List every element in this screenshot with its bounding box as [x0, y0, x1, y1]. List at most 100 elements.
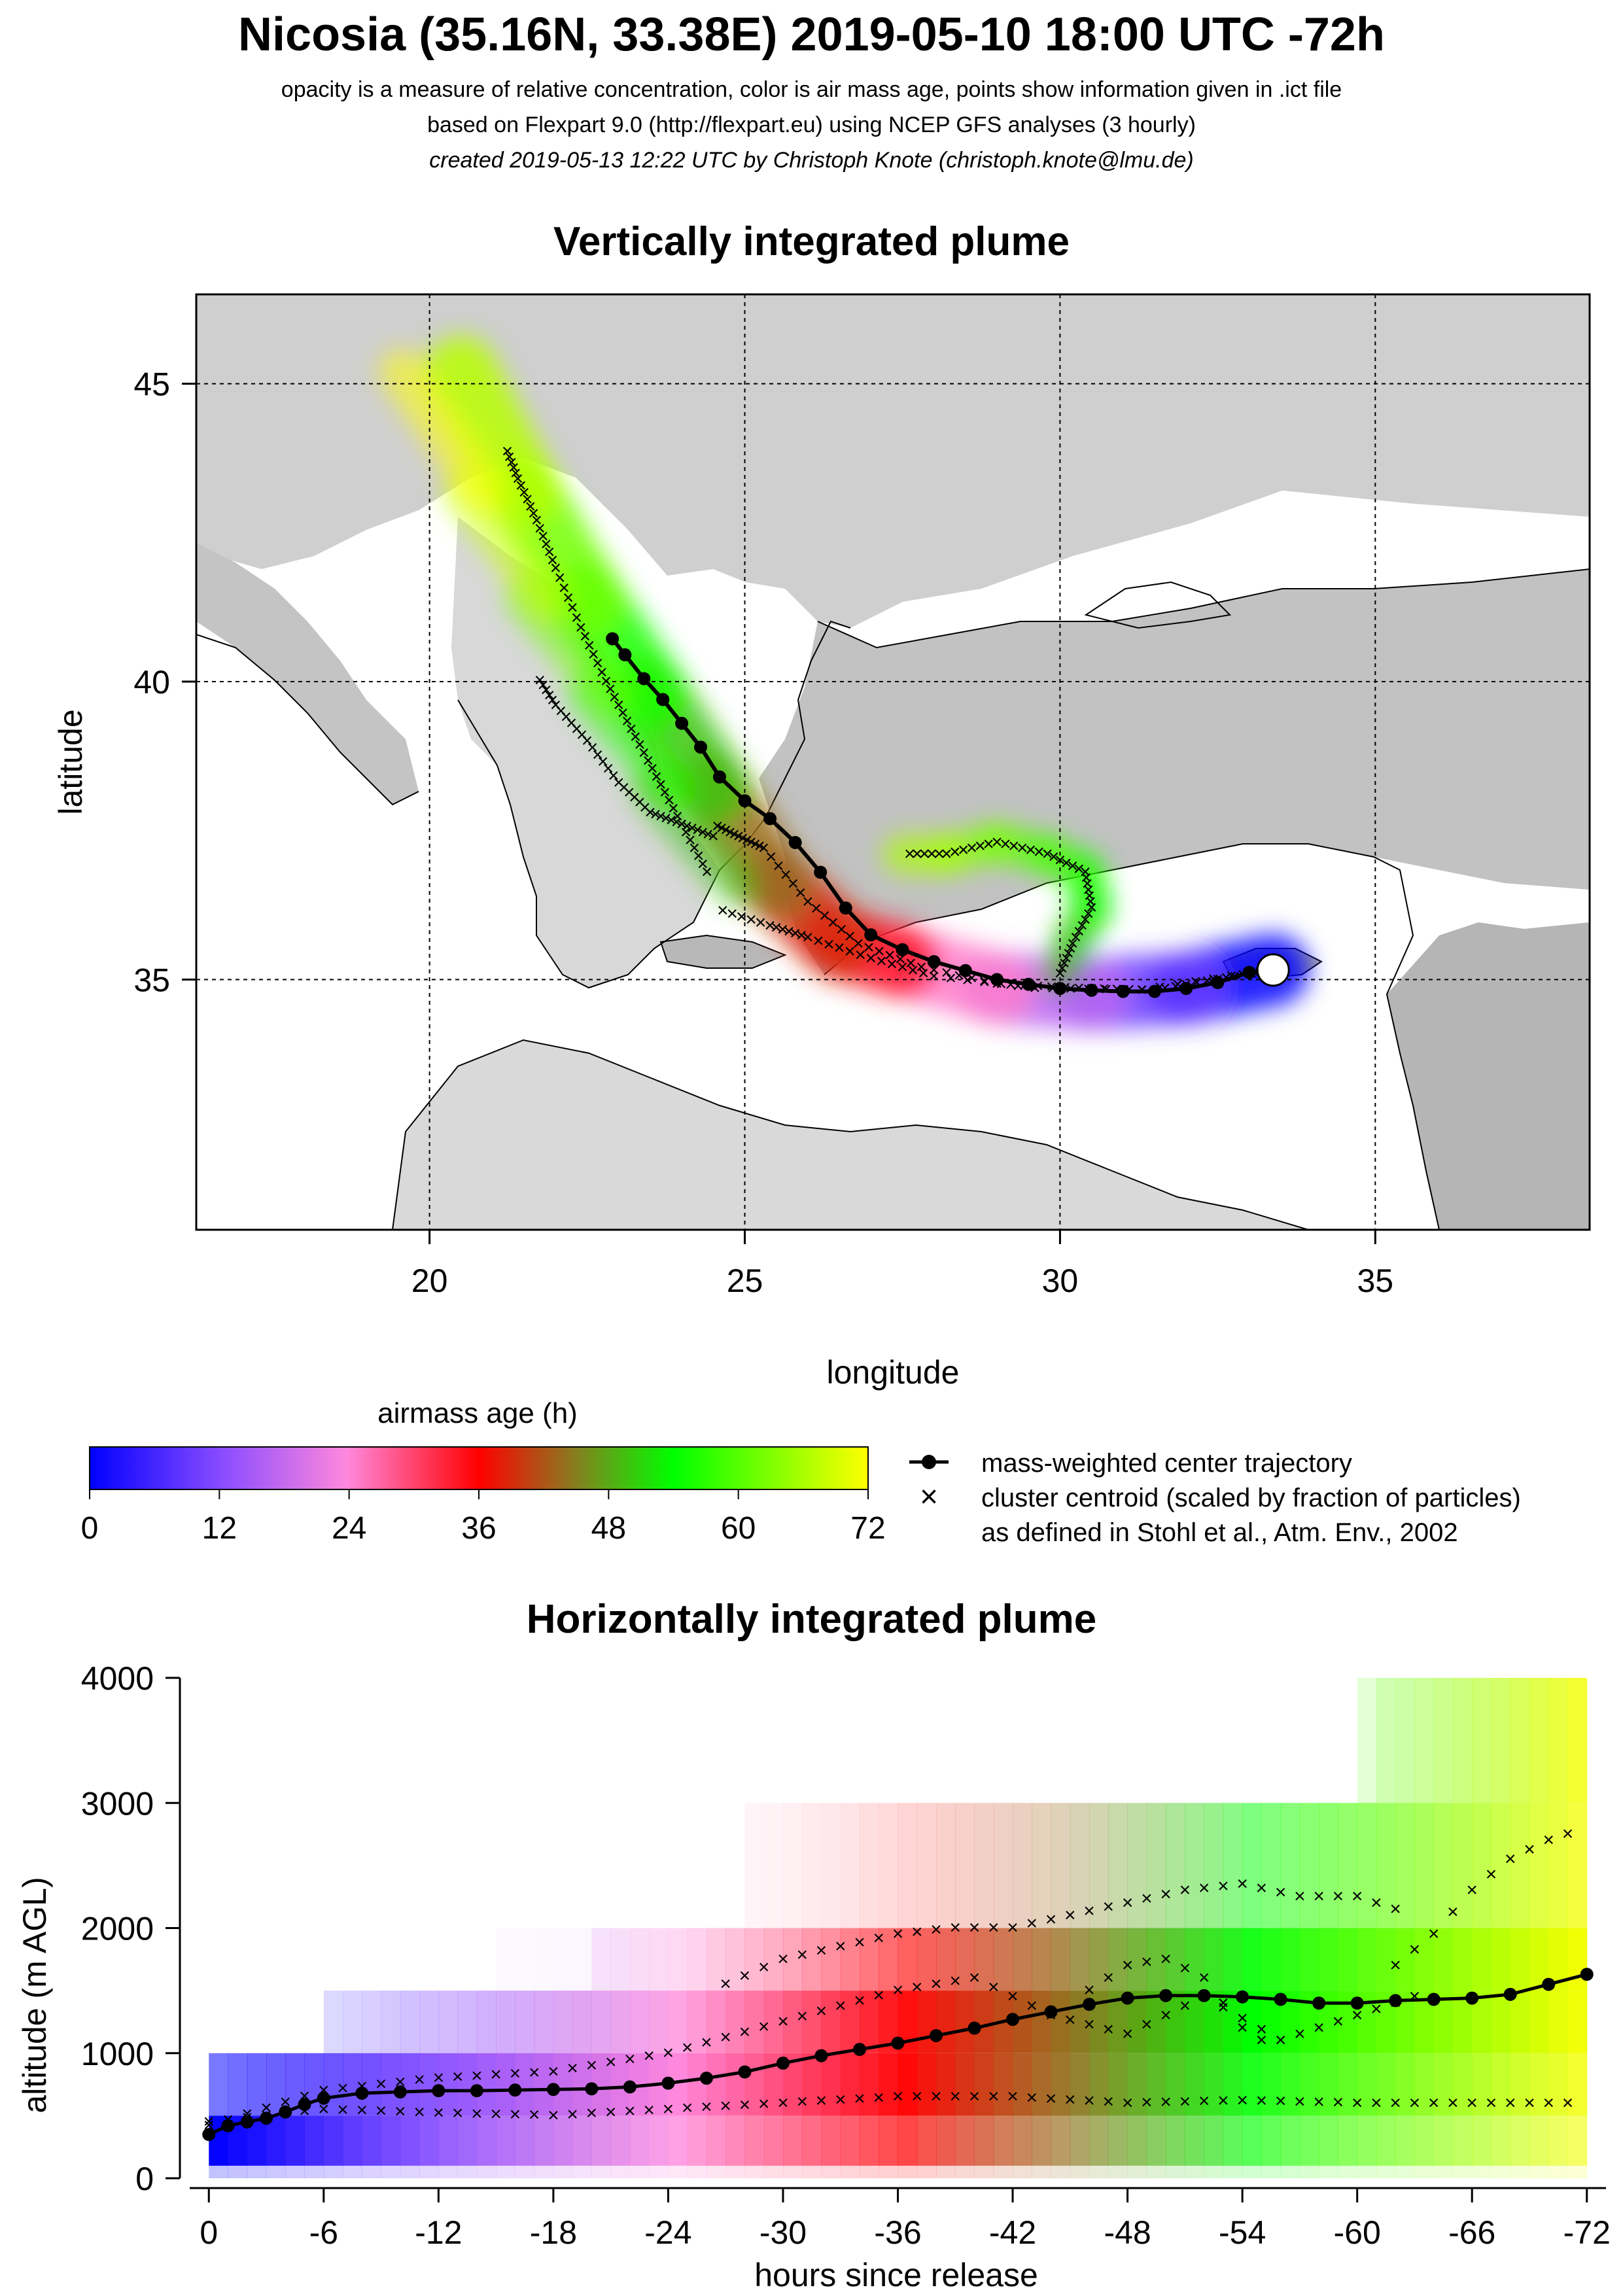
profile-cell — [649, 2165, 669, 2178]
profile-centroid-mark: × — [873, 2087, 884, 2108]
profile-centroid-mark: × — [357, 2100, 368, 2121]
profile-cell — [1051, 2115, 1071, 2166]
legend: airmass age (h) 0 12 24 36 48 60 72 × mass-wei… — [81, 1397, 1521, 1547]
profile-cell — [1376, 1678, 1396, 1803]
profile-cell — [782, 1928, 803, 1991]
profile-cell — [438, 1991, 459, 2053]
profile-centroid-mark: × — [1524, 1839, 1535, 1860]
profile-cell — [1433, 2165, 1454, 2178]
cluster-centroid-mark: × — [758, 837, 770, 859]
cluster-centroid-mark: × — [1055, 849, 1066, 871]
profile-centroid-mark: × — [892, 1979, 904, 2001]
profile-cell — [763, 1803, 784, 1928]
profile-cell — [706, 1991, 726, 2053]
profile-centroid-mark: × — [548, 2104, 559, 2126]
profile-cell — [687, 2053, 707, 2116]
cluster-centroid-mark: × — [1067, 855, 1079, 877]
profile-cell — [1261, 1803, 1282, 1928]
cluster-centroid-mark: × — [720, 820, 732, 841]
profile-cell — [974, 1803, 994, 1928]
profile-cell — [802, 1991, 822, 2053]
profile-cell — [763, 1991, 784, 2053]
profile-cell — [1223, 1803, 1243, 1928]
profile-ylabel: altitude (m AGL) — [16, 1877, 53, 2113]
profile-cell — [476, 2115, 497, 2166]
cluster-centroid-mark: × — [1056, 958, 1068, 979]
cluster-centroid-mark: × — [1012, 975, 1024, 997]
profile-cell — [1223, 1928, 1243, 1991]
trajectory-point — [896, 943, 909, 956]
cluster-centroid-mark: × — [502, 441, 514, 462]
profile-centroid-mark: × — [1179, 2091, 1191, 2112]
cluster-centroid-mark: × — [634, 734, 646, 756]
cluster-centroid-mark: × — [1060, 948, 1072, 969]
map-panel-title: Vertically integrated plume — [553, 219, 1070, 264]
profile-cell — [974, 1928, 994, 1991]
trajectory-point — [1211, 976, 1225, 990]
profile-cell — [228, 2053, 248, 2116]
cluster-centroid-mark: × — [587, 737, 599, 759]
profile-trajectory-point — [661, 2076, 675, 2090]
cluster-centroid-mark: × — [540, 534, 552, 555]
profile-centroid-mark: × — [930, 1974, 942, 1995]
profile-cell — [898, 2165, 918, 2178]
cluster-centroid-mark: × — [905, 952, 917, 974]
profile-cell — [1070, 1928, 1090, 1991]
profile-cell — [1089, 1803, 1109, 1928]
cluster-centroid-mark: × — [795, 882, 807, 903]
profile-cell — [687, 1991, 707, 2053]
profile-cell — [898, 2053, 918, 2116]
profile-centroid-mark: × — [394, 2101, 406, 2123]
profile-cell — [1146, 2165, 1166, 2178]
profile-centroid-mark: × — [1103, 2019, 1115, 2040]
profile-cell — [916, 2053, 937, 2116]
profile-trajectory-point — [1389, 1994, 1403, 2008]
cluster-centroid-mark: × — [697, 822, 708, 843]
profile-centroid-mark: × — [777, 1948, 789, 1970]
profile-cell — [840, 1991, 860, 2053]
cluster-centroid-mark: × — [625, 718, 637, 740]
profile-centroid-mark: × — [911, 1921, 923, 1943]
profile-cell — [1567, 1991, 1588, 2053]
profile-centroid-mark: × — [1217, 2090, 1229, 2112]
profile-cell — [859, 1928, 879, 1991]
profile-cell — [898, 1803, 918, 1928]
cluster-centroid-mark: × — [941, 843, 952, 865]
profile-cell — [859, 1803, 879, 1928]
profile-cell — [285, 2115, 305, 2166]
profile-cell — [343, 2115, 362, 2166]
cluster-centroid-mark: × — [918, 843, 930, 865]
profile-cell — [802, 2053, 822, 2116]
profile-ytick-label: 3000 — [81, 1785, 154, 1822]
profile-cell — [1204, 1803, 1224, 1928]
cluster-centroid-mark: × — [584, 635, 595, 656]
profile-xtick-label: -12 — [415, 2214, 462, 2251]
legend-cross-label: cluster centroid (scaled by fraction of … — [981, 1484, 1521, 1512]
profile-centroid-mark: × — [988, 1917, 1000, 1939]
profile-axes: 0 -6 -12 -18 -24 -30 -36 -42 -48 -54 -60 -66 -72 0 100… — [81, 1660, 1611, 2251]
profile-cell — [534, 1991, 554, 2053]
cluster-centroid-mark: × — [1058, 952, 1070, 974]
profile-cell — [476, 1991, 497, 2053]
profile-cell — [1376, 2165, 1396, 2178]
profile-cell — [1338, 1928, 1358, 1991]
profile-centroid-mark: × — [1236, 2017, 1248, 2039]
profile-cell — [1529, 2115, 1549, 2166]
profile-cell — [1567, 1928, 1588, 1991]
profile-centroid-mark: × — [1064, 2089, 1076, 2110]
profile-cell — [381, 1991, 401, 2053]
profile-trajectory-point — [1427, 1992, 1440, 2006]
release-point-marker — [1256, 953, 1290, 987]
cluster-centroid-mark: × — [844, 926, 856, 947]
profile-centroid-mark: × — [739, 2021, 751, 2043]
profile-cell — [1395, 2165, 1415, 2178]
trajectory-point — [864, 928, 878, 942]
profile-cell — [1166, 2053, 1185, 2116]
profile-cell — [687, 1928, 707, 1991]
profile-trajectory-point — [1542, 1977, 1556, 1991]
cluster-centroid-mark: × — [604, 678, 616, 700]
profile-centroid-mark: × — [1409, 1939, 1421, 1960]
cluster-centroid-mark: × — [537, 525, 549, 547]
profile-trajectory-point — [1236, 1990, 1249, 2004]
profile-cell — [879, 2115, 898, 2166]
